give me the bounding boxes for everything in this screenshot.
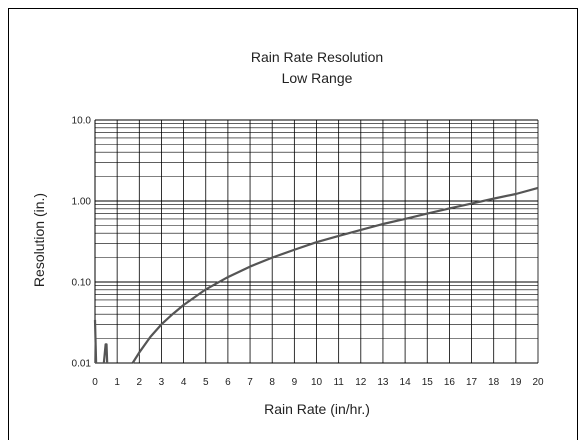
y-axis-label: Resolution (in.) bbox=[31, 193, 47, 287]
x-tick-label: 3 bbox=[159, 377, 165, 388]
x-tick-label: 6 bbox=[225, 377, 231, 388]
series-layer bbox=[93, 186, 539, 364]
x-tick-label: 13 bbox=[377, 377, 389, 388]
x-tick-label: 4 bbox=[181, 377, 187, 388]
x-axis-label: Rain Rate (in/hr.) bbox=[264, 401, 370, 417]
x-tick-label: 14 bbox=[400, 377, 412, 388]
x-tick-label: 12 bbox=[355, 377, 367, 388]
series-line bbox=[102, 343, 109, 364]
chart-frame bbox=[8, 8, 578, 440]
x-tick-label: 18 bbox=[488, 377, 500, 388]
chart-title: Rain Rate Resolution bbox=[251, 49, 383, 65]
x-tick-label: 5 bbox=[203, 377, 209, 388]
x-tick-label: 7 bbox=[247, 377, 253, 388]
x-tick-label: 10 bbox=[311, 377, 323, 388]
chart-subtitle: Low Range bbox=[282, 70, 353, 86]
x-tick-label: 1 bbox=[114, 377, 120, 388]
y-tick-label: 0.01 bbox=[72, 359, 92, 370]
x-tick-label: 2 bbox=[137, 377, 143, 388]
series-line bbox=[131, 186, 539, 364]
y-tick-label: 0.10 bbox=[72, 278, 92, 289]
x-tick-label: 0 bbox=[92, 377, 98, 388]
x-tick-label: 8 bbox=[269, 377, 275, 388]
series-line bbox=[93, 319, 98, 364]
x-tick-label: 19 bbox=[510, 377, 522, 388]
tick-labels: 0 1 2 3 4 5 6 7 8 9 10 11 12 13 14 15 16 17 18 19 200.010.10… bbox=[72, 116, 544, 389]
x-tick-label: 16 bbox=[444, 377, 456, 388]
y-tick-label: 10.0 bbox=[72, 116, 92, 127]
x-tick-label: 17 bbox=[466, 377, 478, 388]
y-tick-label: 1.00 bbox=[72, 197, 92, 208]
x-tick-label: 11 bbox=[333, 377, 344, 388]
grid bbox=[94, 119, 539, 364]
x-tick-label: 20 bbox=[532, 377, 544, 388]
x-tick-label: 15 bbox=[422, 377, 434, 388]
x-tick-label: 9 bbox=[292, 377, 298, 388]
